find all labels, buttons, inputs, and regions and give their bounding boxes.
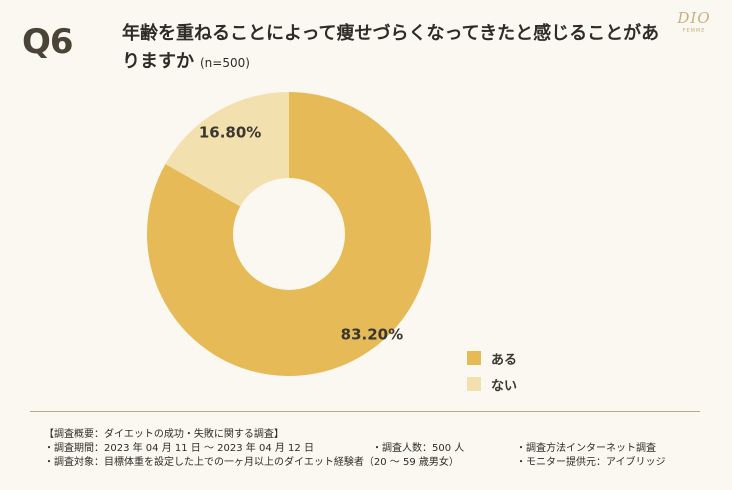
logo-word: DIO bbox=[677, 9, 711, 27]
footer-row-2: ・調査対象：目標体重を設定した上での一ヶ月以上のダイエット経験者（20 ～ 59… bbox=[44, 456, 704, 470]
survey-period: ・調査期間：2023 年 04 月 11 日 ～ 2023 年 04 月 12 … bbox=[44, 443, 314, 454]
footer-row-1: ・調査期間：2023 年 04 月 11 日 ～ 2023 年 04 月 12 … bbox=[44, 442, 704, 456]
survey-summary: 【調査概要：ダイエットの成功・失敗に関する調査】 ・調査期間：2023 年 04… bbox=[44, 428, 704, 470]
sample-size: (n=500) bbox=[200, 56, 250, 70]
divider bbox=[30, 411, 700, 412]
legend-swatch-aru bbox=[467, 351, 481, 365]
labels-group: 83.20% 16.80% bbox=[199, 123, 403, 343]
survey-target: ・調査対象：目標体重を設定した上での一ヶ月以上のダイエット経験者（20 ～ 59… bbox=[44, 457, 459, 468]
survey-heading: 【調査概要：ダイエットの成功・失敗に関する調査】 bbox=[44, 429, 284, 440]
chart-title: 年齢を重ねることによって痩せづらくなってきたと感じることがありますか (n=500… bbox=[122, 20, 662, 77]
question-number: Q6 bbox=[22, 22, 74, 62]
legend-item-nai: ない bbox=[467, 371, 517, 397]
slice-label-nai: 16.80% bbox=[199, 123, 261, 141]
legend: ある ない bbox=[467, 345, 517, 397]
title-text: 年齢を重ねることによって痩せづらくなってきたと感じることがありますか bbox=[122, 23, 660, 72]
brand-logo: DIO FEMME bbox=[666, 8, 722, 42]
survey-method: ・調査方法インターネット調査 bbox=[516, 443, 656, 454]
legend-label-aru: ある bbox=[491, 352, 518, 368]
footer-row-heading: 【調査概要：ダイエットの成功・失敗に関する調査】 bbox=[44, 428, 704, 442]
donut-hole bbox=[233, 178, 345, 290]
logo-sub: FEMME bbox=[682, 28, 706, 34]
slice-label-aru: 83.20% bbox=[341, 326, 403, 344]
legend-swatch-nai bbox=[467, 377, 481, 391]
legend-item-aru: ある bbox=[467, 345, 517, 371]
survey-provider: ・モニター提供元：アイブリッジ bbox=[516, 457, 666, 468]
legend-label-nai: ない bbox=[491, 378, 518, 394]
survey-count: ・調査人数：500 人 bbox=[372, 443, 465, 454]
